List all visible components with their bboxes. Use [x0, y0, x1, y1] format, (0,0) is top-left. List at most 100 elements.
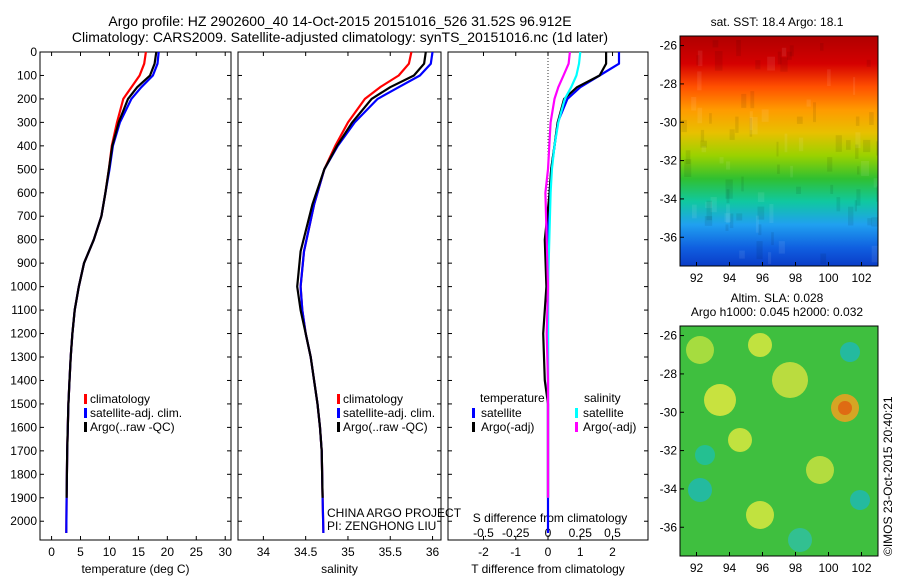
series-line [296, 51, 427, 498]
x-tick-label: 10 [103, 545, 117, 559]
sst-texture [755, 215, 759, 233]
imos-watermark: ©IMOS 23-Oct-2015 20:40:21 [881, 396, 895, 556]
sla-blob [748, 333, 772, 357]
y-tick-label: 1300 [10, 350, 37, 364]
sst-texture [724, 213, 731, 222]
sst-texture [830, 184, 834, 194]
legend-label: Argo(..raw -QC) [90, 420, 175, 434]
sst-texture [700, 140, 707, 148]
sst-texture [681, 119, 687, 133]
y-tick-label: 100 [17, 68, 37, 82]
sst-texture [796, 116, 803, 124]
credits: CHINA ARGO PROJECT PI: ZENGHONG LIU [327, 506, 462, 533]
y-tick-label: 900 [17, 256, 37, 270]
sla-blob [704, 384, 736, 416]
legend-title-temperature: temperature [480, 391, 545, 405]
y-tick-label: 1400 [10, 373, 37, 387]
map-y-tick-label: -32 [660, 444, 678, 458]
map-y-tick-label: -30 [660, 115, 678, 129]
sst-texture [776, 141, 779, 157]
sst-texture [856, 189, 861, 206]
sst-texture [820, 253, 827, 265]
legend-label: satellite-adj. clim. [90, 406, 182, 420]
sst-texture [757, 206, 765, 220]
sst-texture [873, 178, 878, 188]
sst-texture [835, 135, 842, 152]
sst-texture [714, 51, 723, 71]
map-x-tick-label: 92 [690, 271, 704, 285]
map-x-tick-label: 102 [851, 271, 871, 285]
legend-label: climatology [343, 392, 403, 406]
sst-texture [725, 224, 729, 231]
sst-texture [798, 137, 804, 152]
credit-project: CHINA ARGO PROJECT [327, 506, 462, 520]
sst-texture [755, 60, 761, 70]
y-tick-label: 1600 [10, 420, 37, 434]
series-line [544, 51, 571, 498]
sla-blob [806, 456, 834, 484]
y-tick-label: 700 [17, 209, 37, 223]
sst-texture [781, 47, 787, 57]
map-x-tick-label: 94 [723, 271, 737, 285]
sla-blob [695, 445, 715, 465]
x-tick-label: 30 [219, 545, 233, 559]
sla-map-title-line1: Altim. SLA: 0.028 [731, 291, 824, 305]
legend-label: Argo(..raw -QC) [343, 420, 428, 434]
sst-texture [758, 224, 762, 236]
sst-texture [705, 201, 713, 209]
y-tick-label: 300 [17, 115, 37, 129]
sst-texture [777, 51, 782, 65]
sst-texture [697, 50, 703, 67]
sst-texture [876, 186, 878, 202]
sst-texture [827, 157, 833, 172]
y-tick-label: 200 [17, 92, 37, 106]
legend-label: Argo(-adj) [583, 420, 636, 434]
sst-texture [769, 204, 774, 223]
credit-pi: PI: ZENGHONG LIU [327, 519, 436, 533]
map-y-tick-label: -26 [660, 39, 678, 53]
sst-texture [736, 213, 743, 221]
sst-texture [741, 176, 744, 192]
map-x-tick-label: 98 [789, 561, 803, 575]
x-axis-label: T difference from climatology [471, 562, 625, 576]
axes-frame [39, 51, 232, 541]
sst-texture [757, 192, 765, 202]
sst-texture [767, 56, 775, 71]
x-tick-label: 0 [48, 545, 55, 559]
sst-texture [836, 197, 841, 212]
sst-map-frame [679, 35, 879, 267]
sst-heatmap [680, 36, 878, 266]
sla-blob [840, 342, 860, 362]
sst-texture [867, 218, 872, 226]
legend-title-salinity: salinity [584, 391, 621, 405]
sst-texture [726, 189, 730, 203]
sst-texture [685, 150, 691, 164]
sst-texture [684, 159, 692, 177]
sla-blob [772, 362, 808, 398]
map-x-tick-label: 98 [789, 271, 803, 285]
sst-texture [855, 116, 860, 126]
y-tick-label: 1700 [10, 444, 37, 458]
sla-map-axes: 92 94 96 98 100 102 -26 -28 -30 -32 -34 -36 [660, 329, 872, 575]
sst-texture [725, 179, 733, 199]
sst-texture [827, 69, 831, 86]
top-x-tick-label: 0.5 [604, 526, 621, 540]
sst-texture [761, 109, 769, 122]
x-tick-label: -2 [478, 545, 489, 559]
sla-map-title-line2: Argo h1000: 0.045 h2000: 0.032 [691, 305, 863, 319]
sst-texture [729, 129, 735, 140]
sst-texture [692, 204, 697, 219]
sst-texture [726, 204, 730, 223]
y-tick-label: 0 [30, 45, 37, 59]
map-x-tick-label: 102 [851, 561, 871, 575]
sst-texture [846, 140, 851, 150]
sla-blob [788, 528, 812, 552]
legend-label: climatology [90, 392, 150, 406]
legend-label: satellite [583, 406, 624, 420]
map-x-tick-label: 100 [818, 271, 838, 285]
sst-texture [726, 161, 731, 170]
x-axis-label: salinity [321, 562, 358, 576]
map-y-tick-label: -28 [660, 77, 678, 91]
y-tick-label: 500 [17, 162, 37, 176]
sla-blob [746, 501, 774, 529]
